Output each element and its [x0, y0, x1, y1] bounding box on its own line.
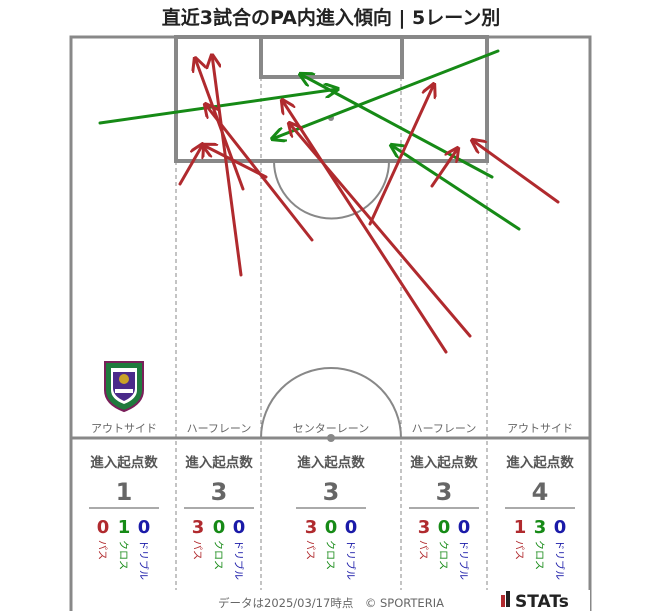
cross-label: クロス — [212, 540, 224, 570]
cross-label: クロス — [437, 540, 449, 570]
brand-logo-icon — [501, 591, 510, 607]
dribble-label: ドリブル — [457, 540, 470, 580]
chart-title: 直近3試合のPA内進入傾向 | 5レーン別 — [162, 6, 501, 29]
stat-total: 1 — [116, 478, 133, 506]
lane-stat-halfspace-left: 進入起点数 3 3 0 0 パス クロス ドリブル — [184, 454, 254, 580]
cross-count: 1 — [118, 517, 131, 538]
pass-arrow — [368, 84, 434, 226]
pass-label: パス — [191, 540, 203, 560]
lane-label: ハーフレーン — [187, 422, 252, 435]
brand-name: STATs — [515, 592, 569, 611]
pass-arrow — [212, 55, 243, 277]
pass-arrow — [289, 123, 472, 338]
dribble-count: 0 — [554, 517, 567, 538]
stat-header: 進入起点数 — [185, 454, 253, 471]
cross-arrow — [391, 145, 521, 231]
pass-label: パス — [304, 540, 316, 560]
cross-label: クロス — [324, 540, 336, 570]
team-crest-icon — [104, 361, 144, 413]
footer-backdrop — [200, 594, 460, 611]
center-spot — [327, 434, 335, 442]
lane-label: センターレーン — [293, 422, 369, 435]
dribble-label: ドリブル — [553, 540, 566, 580]
cross-count: 3 — [534, 517, 547, 538]
stat-total: 3 — [323, 478, 340, 506]
pass-count: 3 — [305, 517, 318, 538]
dribble-count: 0 — [233, 517, 246, 538]
dribble-label: ドリブル — [137, 540, 150, 580]
dribble-label: ドリブル — [344, 540, 357, 580]
cross-count: 0 — [438, 517, 451, 538]
stat-header: 進入起点数 — [90, 454, 158, 471]
cross-label: クロス — [117, 540, 129, 570]
stat-total: 4 — [532, 478, 549, 506]
lane-labels: アウトサイド ハーフレーン センターレーン ハーフレーン アウトサイド — [91, 422, 573, 435]
pass-arrow — [178, 144, 203, 186]
stat-total: 3 — [211, 478, 228, 506]
pass-arrow — [430, 148, 458, 188]
cross-label: クロス — [533, 540, 545, 570]
goal-area — [259, 35, 404, 79]
dribble-count: 0 — [458, 517, 471, 538]
pass-label: パス — [96, 540, 108, 560]
lane-stats: 進入起点数 1 0 1 0 パス クロス ドリブル 進入起点数 3 3 0 0 … — [89, 454, 575, 580]
penalty-arc — [273, 160, 390, 220]
footer-credit: データは2025/03/17時点 © SPORTERIA — [218, 596, 444, 610]
lane-label: ハーフレーン — [412, 422, 477, 435]
lane-stat-outside-left: 進入起点数 1 0 1 0 パス クロス ドリブル — [89, 454, 159, 580]
dribble-label: ドリブル — [232, 540, 245, 580]
pass-label: パス — [417, 540, 429, 560]
cross-arrow — [272, 49, 500, 139]
pass-count: 3 — [418, 517, 431, 538]
cross-count: 0 — [213, 517, 226, 538]
pass-arrow — [203, 145, 268, 179]
entry-arrows — [98, 49, 560, 354]
pass-count: 3 — [192, 517, 205, 538]
pass-arrow — [282, 100, 448, 354]
lane-stat-center: 進入起点数 3 3 0 0 パス クロス ドリブル — [296, 454, 366, 580]
pass-arrow — [472, 140, 560, 204]
stat-header: 進入起点数 — [506, 454, 574, 471]
dribble-count: 0 — [138, 517, 151, 538]
stat-header: 進入起点数 — [410, 454, 478, 471]
lane-label: アウトサイド — [507, 422, 573, 435]
lane-label: アウトサイド — [91, 422, 157, 435]
dribble-count: 0 — [345, 517, 358, 538]
lane-stat-halfspace-right: 進入起点数 3 3 0 0 パス クロス ドリブル — [409, 454, 479, 580]
center-circle — [260, 367, 402, 439]
lane-stat-outside-right: 進入起点数 4 1 3 0 パス クロス ドリブル — [505, 454, 575, 580]
pass-label: パス — [513, 540, 525, 560]
stat-total: 3 — [436, 478, 453, 506]
stat-header: 進入起点数 — [297, 454, 365, 471]
pass-count: 1 — [514, 517, 527, 538]
cross-count: 0 — [325, 517, 338, 538]
brand-backdrop — [495, 590, 590, 611]
pass-count: 0 — [97, 517, 110, 538]
